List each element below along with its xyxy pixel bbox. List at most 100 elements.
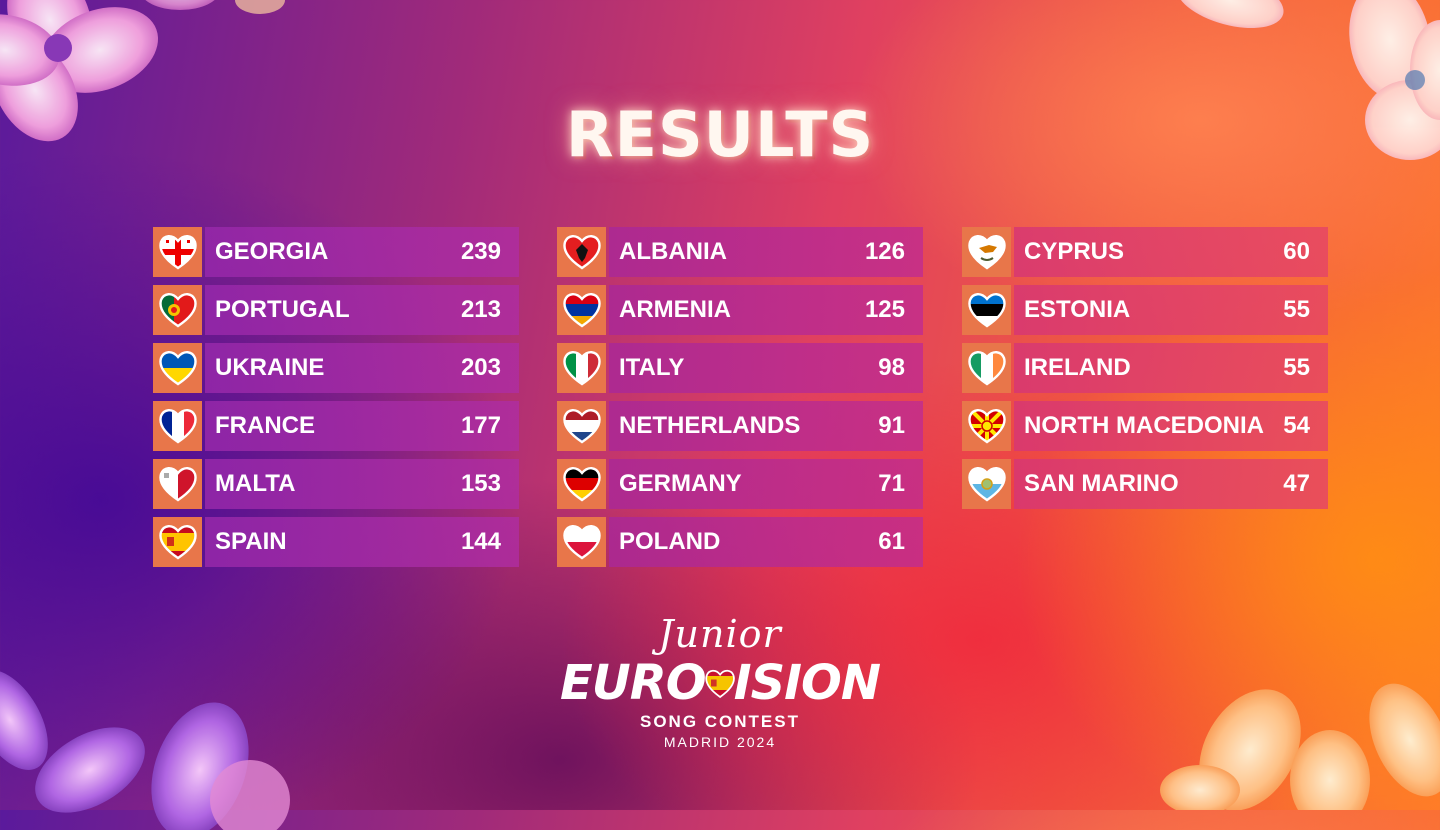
germany-flag-heart-icon (562, 467, 601, 502)
country-points: 60 (1283, 238, 1310, 265)
flag-box (153, 285, 202, 335)
country-points: 203 (460, 354, 501, 381)
country-bar: IRELAND 55 (1014, 343, 1328, 393)
country-name: GEORGIA (215, 238, 329, 265)
results-column-2: ALBANIA 126 ARMENIA 125 ITALY 98 NETHERLANDS 91… (557, 227, 923, 575)
country-bar: NETHERLANDS 91 (609, 401, 923, 451)
result-row: POLAND 61 (557, 517, 923, 567)
flag-box (962, 285, 1011, 335)
flag-box (557, 285, 606, 335)
result-row: MALTA 153 (153, 459, 519, 509)
country-bar: POLAND 61 (609, 517, 923, 567)
result-row: SAN MARINO 47 (962, 459, 1328, 509)
results-column-3: CYPRUS 60 ESTONIA 55 IRELAND 55 NORTH MACEDONI… (962, 227, 1328, 517)
flag-box (557, 517, 606, 567)
country-name: CYPRUS (1024, 238, 1125, 265)
flag-box (557, 227, 606, 277)
country-points: 177 (460, 412, 501, 439)
armenia-flag-heart-icon (562, 293, 601, 328)
san-marino-flag-heart-icon (967, 467, 1006, 502)
country-bar: ITALY 98 (609, 343, 923, 393)
country-name: FRANCE (215, 412, 315, 439)
flag-box (557, 343, 606, 393)
country-bar: ESTONIA 55 (1014, 285, 1328, 335)
flag-box (962, 401, 1011, 451)
results-column-1: GEORGIA 239 PORTUGAL 213 UKRAINE 203 FRANCE 177… (153, 227, 519, 575)
result-row: UKRAINE 203 (153, 343, 519, 393)
junior-eurovision-logo: Junior EURO ISION SONG CONTEST MADRID 20… (560, 612, 881, 750)
result-row: ESTONIA 55 (962, 285, 1328, 335)
ukraine-flag-heart-icon (158, 351, 197, 386)
country-points: 98 (878, 354, 905, 381)
country-bar: GEORGIA 239 (205, 227, 519, 277)
result-row: NETHERLANDS 91 (557, 401, 923, 451)
flag-box (153, 343, 202, 393)
country-bar: UKRAINE 203 (205, 343, 519, 393)
flag-box (962, 227, 1011, 277)
country-points: 239 (460, 238, 501, 265)
logo-ision-text: ISION (733, 655, 881, 711)
result-row: ITALY 98 (557, 343, 923, 393)
country-points: 61 (878, 528, 905, 555)
malta-flag-heart-icon (158, 467, 197, 502)
flag-box (153, 459, 202, 509)
estonia-flag-heart-icon (967, 293, 1006, 328)
italy-flag-heart-icon (562, 351, 601, 386)
country-name: ALBANIA (619, 238, 727, 265)
logo-city-year-text: MADRID 2024 (663, 734, 777, 750)
cyprus-flag-heart-icon (967, 235, 1006, 270)
country-bar: GERMANY 71 (609, 459, 923, 509)
country-bar: NORTH MACEDONIA 54 (1014, 401, 1328, 451)
flower-bottom-left-decoration (0, 670, 290, 830)
flag-box (153, 517, 202, 567)
country-points: 125 (864, 296, 905, 323)
result-row: FRANCE 177 (153, 401, 519, 451)
result-row: SPAIN 144 (153, 517, 519, 567)
spain-heart-logo-icon (704, 669, 735, 699)
country-bar: FRANCE 177 (205, 401, 519, 451)
flag-box (557, 459, 606, 509)
country-bar: PORTUGAL 213 (205, 285, 519, 335)
netherlands-flag-heart-icon (562, 409, 601, 444)
country-points: 91 (878, 412, 905, 439)
north-macedonia-flag-heart-icon (967, 409, 1006, 444)
flag-box (153, 227, 202, 277)
flag-box (153, 401, 202, 451)
result-row: GERMANY 71 (557, 459, 923, 509)
country-bar: SAN MARINO 47 (1014, 459, 1328, 509)
flag-box (557, 401, 606, 451)
ireland-flag-heart-icon (967, 351, 1006, 386)
results-title: RESULTS (565, 98, 875, 171)
country-name: SPAIN (215, 528, 287, 555)
portugal-flag-heart-icon (158, 293, 197, 328)
poland-flag-heart-icon (562, 525, 601, 560)
country-name: ARMENIA (619, 296, 731, 323)
country-points: 47 (1283, 470, 1310, 497)
flag-box (962, 343, 1011, 393)
country-name: PORTUGAL (215, 296, 350, 323)
france-flag-heart-icon (158, 409, 197, 444)
country-name: NETHERLANDS (619, 412, 801, 439)
result-row: GEORGIA 239 (153, 227, 519, 277)
country-points: 126 (864, 238, 905, 265)
country-name: ESTONIA (1024, 296, 1131, 323)
country-name: UKRAINE (215, 354, 325, 381)
spain-flag-heart-icon (158, 525, 197, 560)
country-bar: SPAIN 144 (205, 517, 519, 567)
country-name: GERMANY (619, 470, 742, 497)
country-bar: CYPRUS 60 (1014, 227, 1328, 277)
country-name: IRELAND (1024, 354, 1131, 381)
result-row: ALBANIA 126 (557, 227, 923, 277)
country-bar: ARMENIA 125 (609, 285, 923, 335)
result-row: IRELAND 55 (962, 343, 1328, 393)
result-row: CYPRUS 60 (962, 227, 1328, 277)
flower-bottom-right-decoration (1160, 683, 1440, 810)
logo-euro-text: EURO (560, 655, 707, 711)
logo-song-contest-text: SONG CONTEST (639, 712, 800, 731)
logo-eurovision-wordmark: EURO ISION (560, 655, 881, 711)
country-name: POLAND (619, 528, 721, 555)
result-row: NORTH MACEDONIA 54 (962, 401, 1328, 451)
logo-junior-text: Junior (658, 612, 782, 656)
country-name: NORTH MACEDONIA (1024, 412, 1264, 439)
country-points: 54 (1283, 412, 1310, 439)
